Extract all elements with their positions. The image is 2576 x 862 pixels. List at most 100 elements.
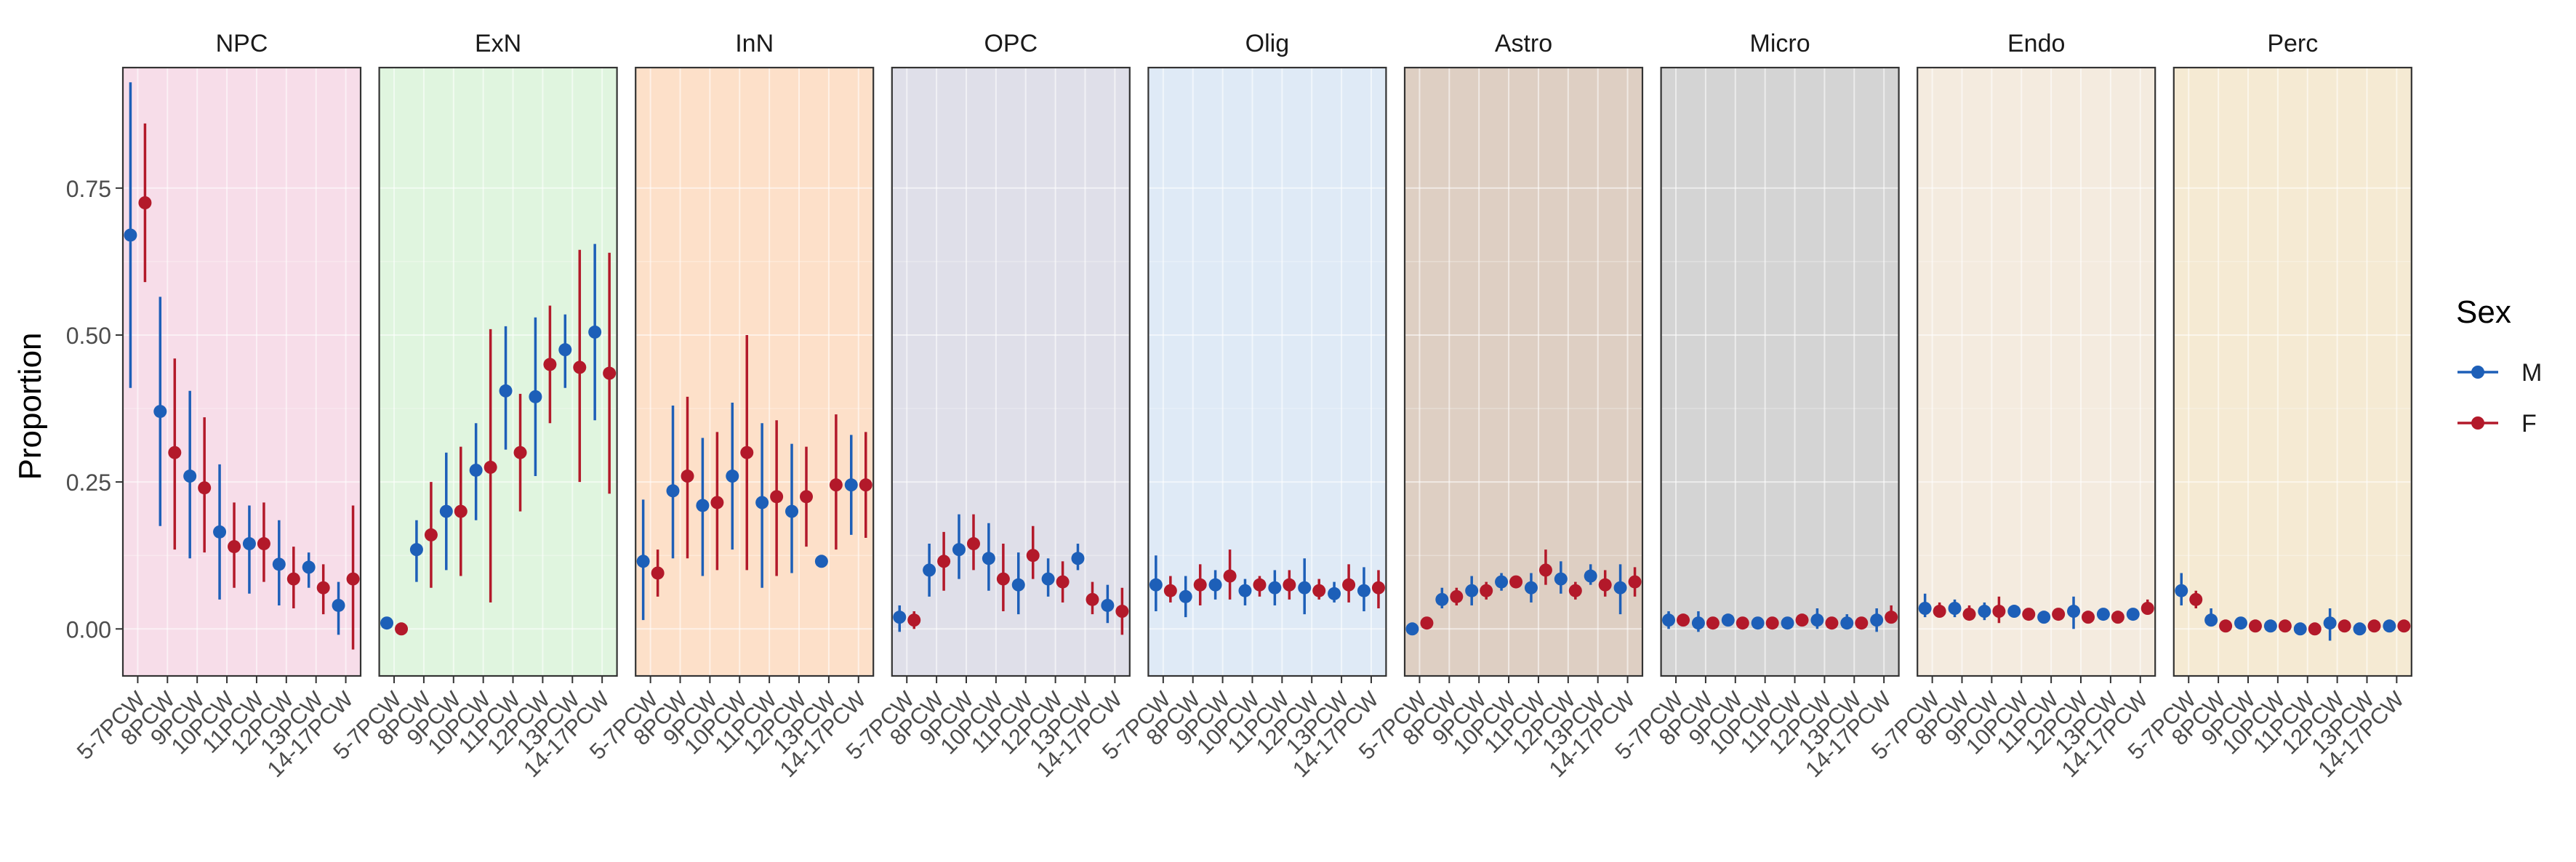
data-point-f	[681, 470, 694, 483]
legend-item-f: F	[2457, 410, 2537, 438]
facet-label-exn: ExN	[475, 30, 521, 57]
data-point-m	[2067, 605, 2081, 619]
panel-olig: Olig5-7PCW8PCW9PCW10PCW11PCW12PCW13PCW14…	[1097, 30, 1387, 782]
data-point-m	[755, 496, 769, 509]
panel-endo: Endo5-7PCW8PCW9PCW10PCW11PCW12PCW13PCW14…	[1866, 30, 2156, 782]
data-point-m	[1208, 578, 1222, 592]
data-point-f	[740, 446, 754, 459]
y-tick-label: 0.50	[66, 323, 111, 349]
y-tick-label: 0.25	[66, 470, 111, 496]
panel-border	[121, 66, 362, 677]
data-point-m	[1405, 622, 1419, 636]
legend-label: M	[2521, 359, 2542, 387]
data-point-m	[1465, 584, 1479, 597]
panel-background	[1148, 68, 1387, 676]
panel-border	[378, 66, 618, 677]
data-point-f	[2111, 611, 2124, 624]
data-point-f	[1962, 608, 1976, 621]
data-point-m	[636, 555, 650, 568]
panel-border	[2172, 66, 2412, 677]
panel-border	[635, 66, 875, 677]
data-point-f	[1509, 575, 1523, 589]
data-point-f	[198, 481, 212, 495]
data-point-m	[2293, 622, 2307, 636]
data-point-m	[1978, 605, 1991, 619]
data-point-f	[2082, 611, 2095, 624]
data-point-m	[1071, 552, 1085, 565]
panel-background	[123, 68, 361, 676]
data-point-m	[380, 616, 394, 630]
data-point-f	[1855, 616, 1869, 630]
data-point-m	[529, 390, 542, 403]
data-point-f	[1480, 584, 1493, 597]
data-point-f	[2278, 619, 2292, 633]
facet-label-opc: OPC	[984, 30, 1038, 57]
data-point-m	[558, 343, 572, 357]
data-point-f	[829, 478, 843, 492]
data-point-f	[859, 478, 872, 492]
data-point-f	[454, 504, 468, 518]
data-point-f	[168, 446, 182, 459]
data-point-m	[2353, 622, 2367, 636]
data-point-m	[696, 499, 710, 512]
data-point-m	[952, 543, 966, 557]
panel-background	[1661, 68, 1899, 676]
data-point-m	[272, 557, 286, 571]
data-point-f	[1115, 605, 1129, 619]
data-point-m	[1149, 578, 1163, 592]
data-point-m	[893, 611, 907, 624]
data-point-m	[302, 560, 316, 574]
data-point-m	[409, 543, 423, 557]
data-point-f	[1825, 616, 1839, 630]
data-point-f	[1056, 575, 1070, 589]
data-point-m	[1101, 598, 1115, 612]
data-point-m	[2096, 608, 2110, 621]
data-point-m	[814, 555, 828, 568]
data-point-m	[1435, 592, 1449, 606]
data-point-m	[2007, 605, 2021, 619]
data-point-f	[346, 572, 360, 586]
data-point-m	[499, 384, 513, 398]
data-point-f	[1795, 613, 1809, 627]
data-point-m	[183, 470, 197, 483]
data-point-f	[395, 622, 409, 636]
data-point-f	[573, 360, 587, 374]
data-point-m	[2037, 611, 2051, 624]
facet-label-astro: Astro	[1495, 30, 1552, 57]
panel-border	[1660, 66, 1900, 677]
data-point-f	[2397, 619, 2411, 633]
facet-label-perc: Perc	[2267, 30, 2318, 57]
panel-border	[1147, 66, 1387, 677]
data-point-f	[424, 528, 438, 541]
data-point-m	[2383, 619, 2396, 633]
data-point-m	[1011, 578, 1025, 592]
data-point-f	[1736, 616, 1749, 630]
data-point-m	[1238, 584, 1252, 597]
panel-background	[1917, 68, 2156, 676]
data-point-m	[1268, 581, 1282, 595]
y-tick-label: 0.75	[66, 176, 111, 202]
data-point-m	[2175, 584, 2188, 597]
panel-perc: Perc5-7PCW8PCW9PCW10PCW11PCW12PCW13PCW14…	[2123, 30, 2412, 782]
panel-background	[2173, 68, 2412, 676]
data-point-f	[937, 555, 951, 568]
data-point-f	[1568, 584, 1582, 597]
data-point-f	[543, 358, 557, 371]
data-point-f	[1026, 549, 1040, 563]
legend: Sex MF	[2456, 294, 2542, 438]
panel-exn: ExN5-7PCW8PCW9PCW10PCW11PCW12PCW13PCW14-…	[328, 30, 618, 782]
data-point-f	[286, 572, 300, 586]
data-point-m	[1298, 581, 1312, 595]
data-point-f	[1086, 592, 1099, 606]
panel-astro: Astro5-7PCW8PCW9PCW10PCW11PCW12PCW13PCW1…	[1354, 30, 1644, 782]
data-point-f	[1765, 616, 1779, 630]
data-point-f	[1706, 616, 1720, 630]
data-point-m	[469, 463, 483, 477]
data-point-m	[1691, 616, 1705, 630]
data-point-m	[2204, 613, 2218, 627]
data-point-f	[1223, 569, 1237, 583]
data-point-f	[483, 460, 497, 474]
data-point-f	[1283, 578, 1296, 592]
panel-border	[1917, 66, 2156, 677]
panel-border	[891, 66, 1131, 677]
